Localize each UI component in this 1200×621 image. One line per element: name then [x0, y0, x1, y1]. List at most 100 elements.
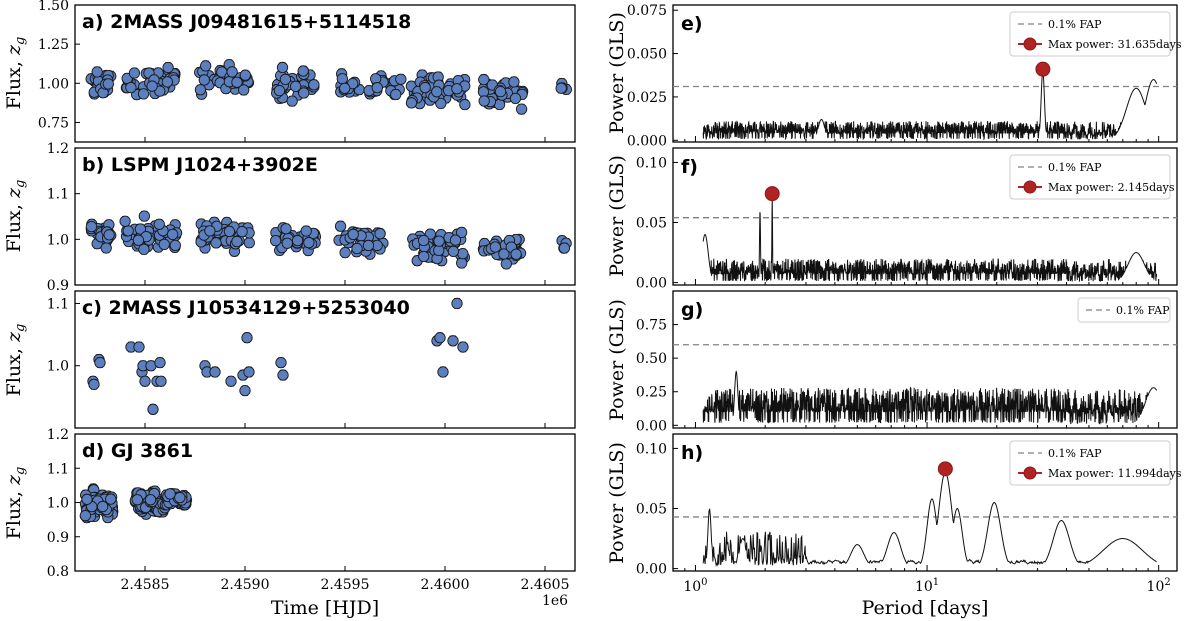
- data-point: [362, 239, 375, 252]
- ytick-label-e: 0.050: [627, 47, 667, 63]
- panel-e: 0.000 0.025 0.050 0.075 0.1% FAP Max power: 3…: [606, 3, 1182, 149]
- ytick-label-a: 1.25: [38, 37, 69, 53]
- data-point: [105, 493, 117, 505]
- xtick-label-d: 2.4595: [321, 577, 370, 593]
- data-point: [555, 82, 567, 94]
- data-point: [154, 356, 166, 369]
- periodogram-line: [702, 196, 1158, 282]
- panel-a: 0.75 1.00 1.25 1.50 a) 2MASS J09481615+5114…: [3, 0, 576, 143]
- data-point: [281, 237, 293, 249]
- data-point: [146, 80, 158, 92]
- data-point: [509, 92, 522, 105]
- panel-d-offset-label: 1e6: [542, 593, 568, 609]
- panel-g: 0.00 0.25 0.50 0.75 0.1% FAP g) Power (GLS): [606, 290, 1178, 434]
- data-point: [457, 247, 469, 260]
- data-point: [209, 366, 221, 378]
- legend-fap-label: 0.1% FAP: [1048, 18, 1102, 31]
- data-point: [162, 61, 174, 74]
- data-point: [374, 228, 386, 240]
- data-point: [437, 366, 449, 378]
- data-point: [134, 223, 147, 235]
- data-point: [336, 73, 348, 85]
- data-point: [434, 332, 446, 344]
- data-point: [390, 88, 402, 101]
- data-point: [286, 95, 298, 107]
- data-point: [88, 378, 100, 391]
- data-point: [449, 234, 462, 246]
- data-point: [451, 297, 463, 310]
- periodogram-line: [702, 471, 1157, 567]
- xtick-label-d: 2.4590: [221, 577, 270, 593]
- data-point: [103, 229, 115, 241]
- panel-a-ylabel: Flux, zg: [3, 37, 28, 110]
- data-point: [280, 223, 292, 235]
- max-power-marker: [764, 186, 780, 202]
- data-point: [223, 225, 236, 238]
- ytick-label-g: 0.50: [636, 351, 667, 367]
- ytick-label-g: 0.00: [636, 418, 667, 434]
- data-point: [371, 82, 383, 94]
- max-power-marker: [1035, 61, 1051, 77]
- data-point: [478, 73, 490, 86]
- panel-b-frame: [74, 147, 576, 286]
- data-point: [417, 234, 430, 247]
- panel-h-title: h): [681, 442, 703, 464]
- ytick-label-e: 0.025: [627, 90, 667, 106]
- data-point: [147, 403, 159, 415]
- data-point: [81, 493, 93, 505]
- data-point: [347, 228, 359, 241]
- data-point: [174, 491, 186, 504]
- data-point: [133, 341, 145, 353]
- legend-box: [1009, 154, 1171, 200]
- panel-a-frame: [74, 4, 576, 143]
- ytick-label-d: 1.1: [47, 461, 69, 477]
- ytick-label-a: 1.50: [38, 0, 69, 14]
- data-point: [226, 66, 238, 78]
- data-point: [300, 225, 312, 237]
- panel-c-title: c) 2MASS J10534129+5253040: [82, 297, 410, 319]
- legend-fap-label: 0.1% FAP: [1048, 161, 1102, 174]
- data-point: [405, 97, 418, 109]
- data-point: [119, 215, 131, 227]
- data-point: [431, 86, 443, 98]
- ytick-label-a: 1.00: [38, 76, 69, 92]
- data-point: [279, 73, 292, 86]
- data-point: [85, 220, 98, 233]
- data-point: [276, 61, 289, 74]
- data-point: [231, 235, 243, 248]
- data-point: [289, 80, 302, 93]
- ytick-label-e: 0.000: [627, 133, 667, 149]
- xtick-label-d: 2.4600: [421, 577, 470, 593]
- data-point: [139, 375, 151, 387]
- data-point: [456, 257, 468, 269]
- panel-f-ylabel: Power (GLS): [606, 155, 628, 277]
- data-point: [500, 258, 512, 270]
- panel-d-xlabel: Time [HJD]: [271, 597, 379, 619]
- data-point: [558, 242, 571, 254]
- data-point: [308, 79, 320, 91]
- data-point: [498, 248, 510, 260]
- data-point: [351, 242, 363, 255]
- data-point: [447, 335, 459, 347]
- periodogram-line: [702, 69, 1158, 141]
- data-point: [298, 87, 310, 99]
- ytick-label-g: 0.75: [636, 318, 667, 334]
- data-point: [138, 243, 150, 255]
- data-point: [291, 234, 304, 247]
- data-point: [239, 69, 251, 81]
- data-point: [508, 76, 520, 88]
- xtick-label-h: 102: [1147, 577, 1171, 595]
- ytick-label-f: 0.05: [636, 216, 667, 232]
- ytick-label-a: 0.75: [38, 115, 69, 131]
- legend-fap-label: 0.1% FAP: [1116, 304, 1170, 317]
- ytick-label-d: 1.2: [47, 427, 69, 443]
- data-point: [79, 510, 92, 522]
- data-point: [144, 494, 157, 506]
- data-point: [137, 88, 150, 100]
- data-point: [169, 239, 181, 252]
- panel-f-frame: [672, 147, 1178, 286]
- panel-b-ylabel: Flux, zg: [3, 180, 28, 253]
- data-point: [231, 76, 243, 88]
- legend-max-label: Max power: 31.635days: [1048, 38, 1182, 51]
